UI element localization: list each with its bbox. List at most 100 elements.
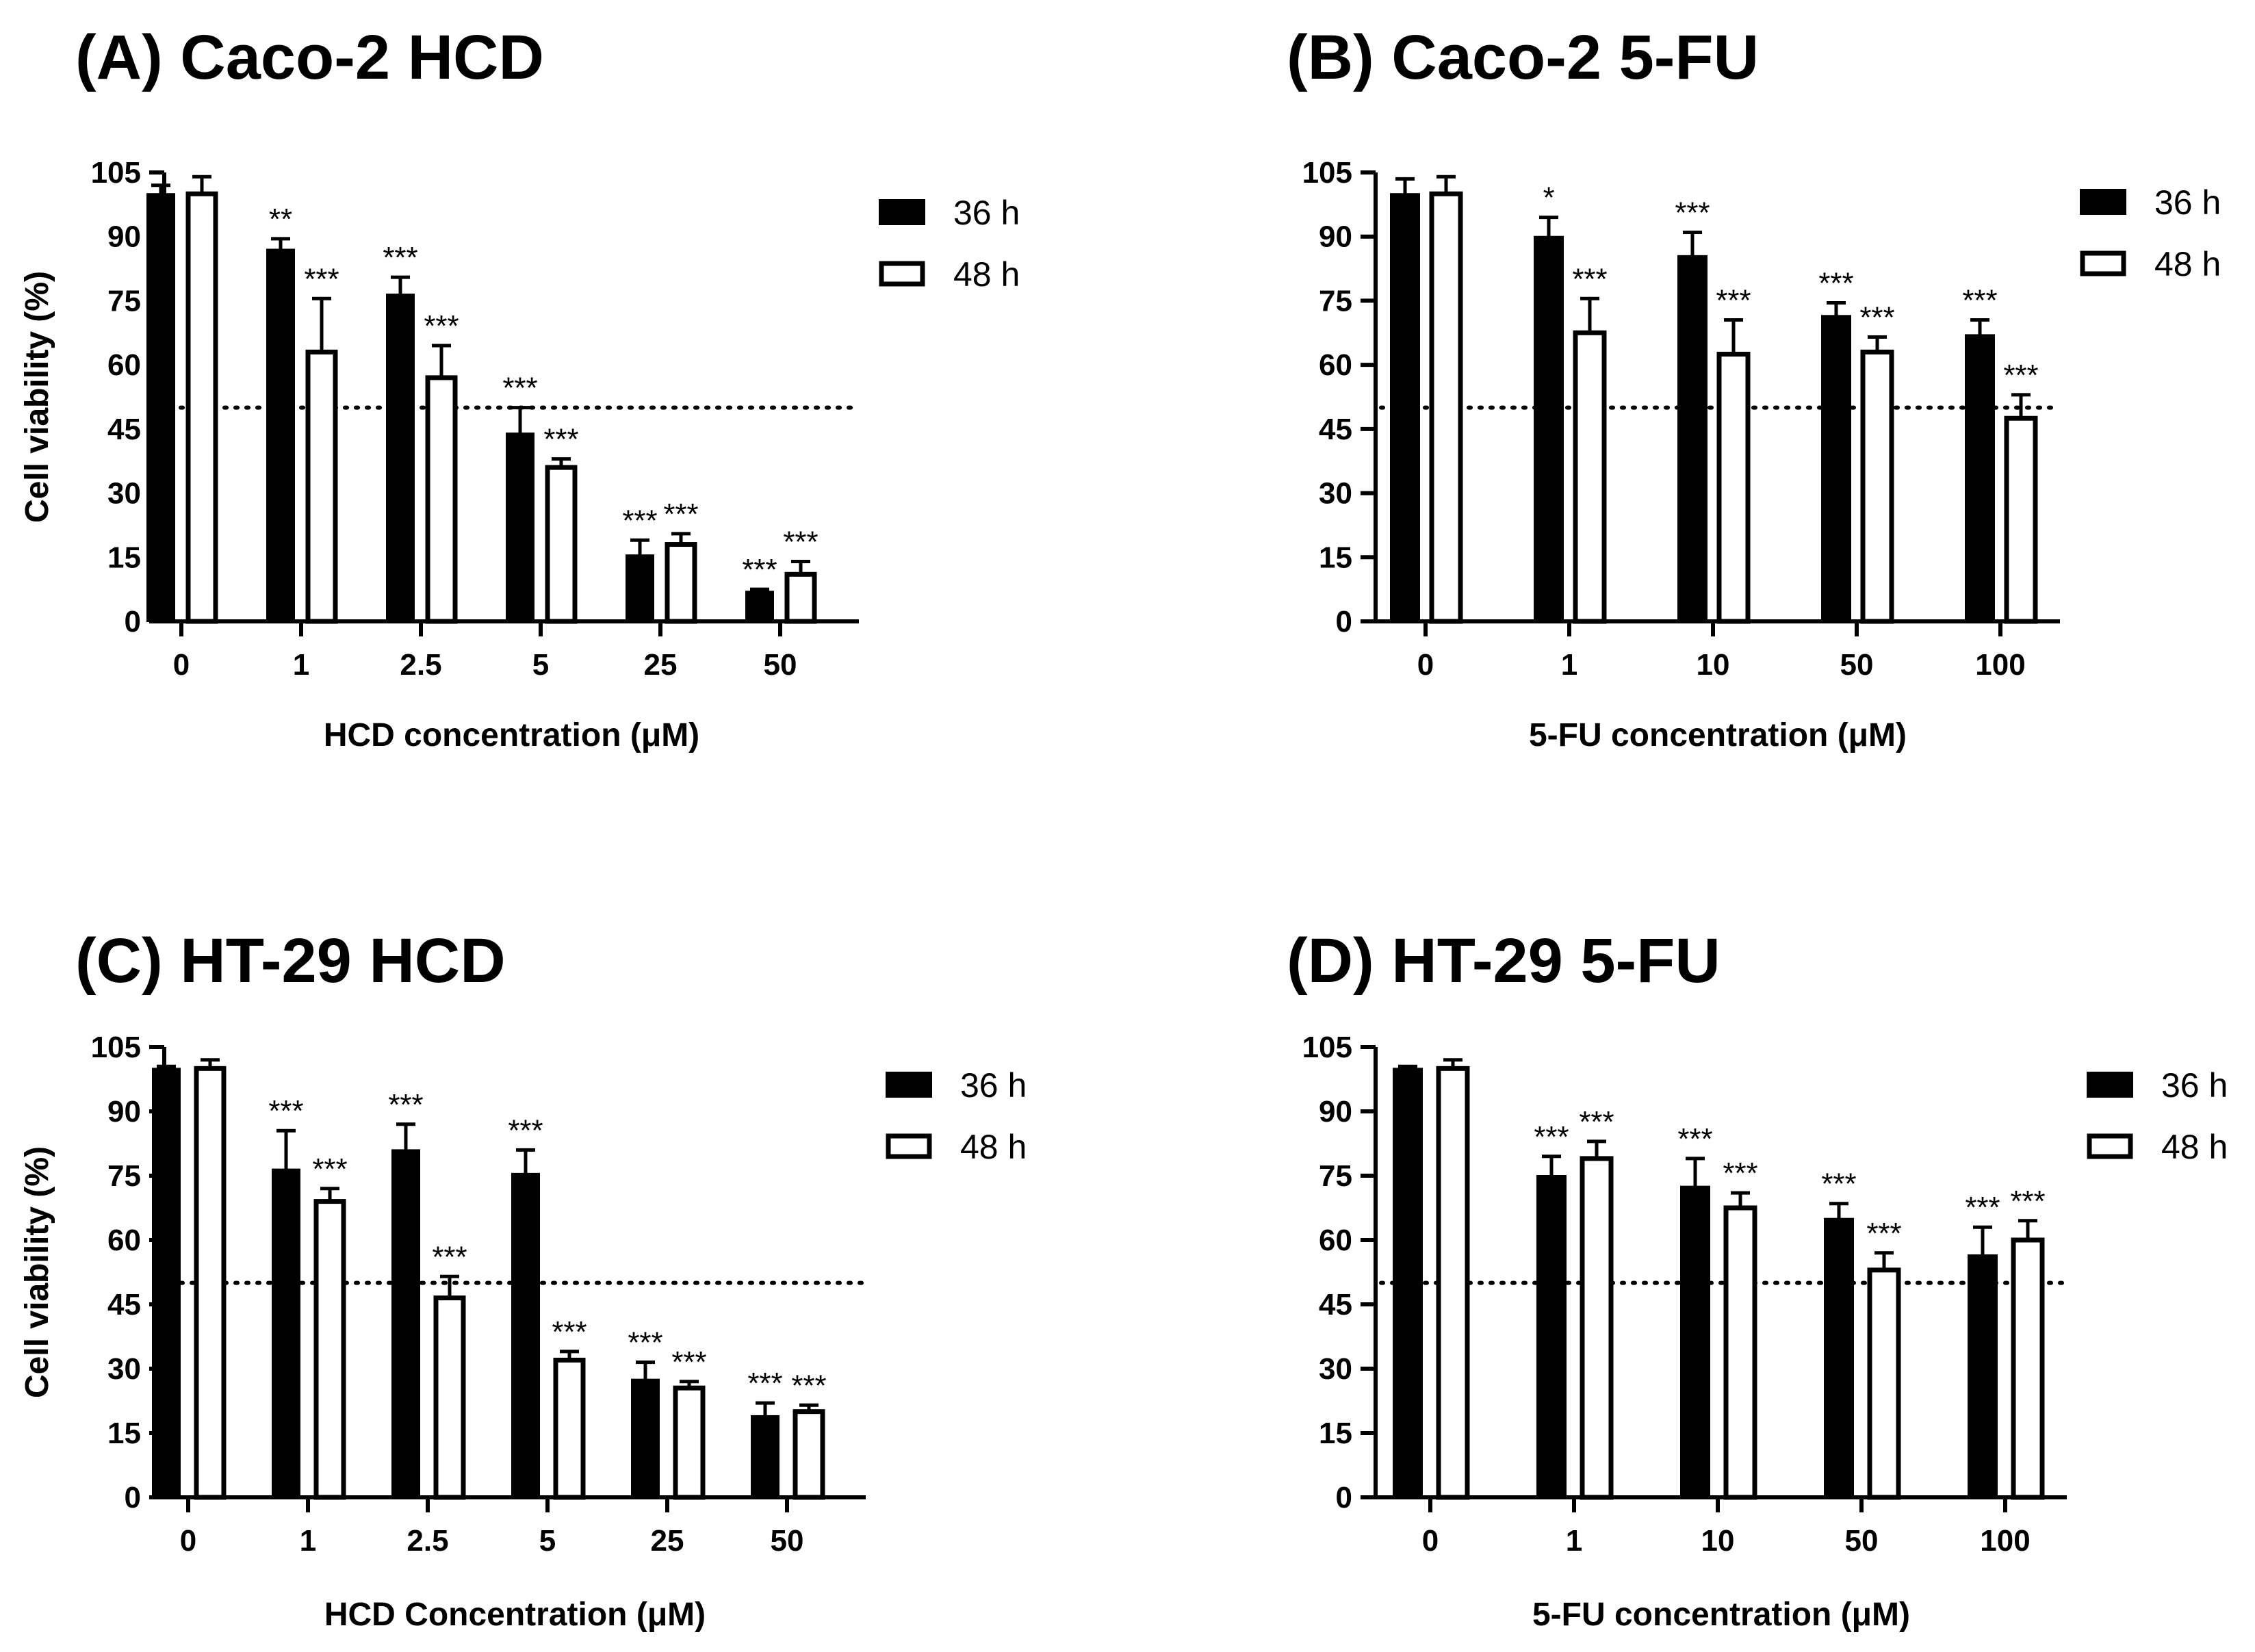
x-tick-label: 1 <box>300 1524 316 1558</box>
significance-label: *** <box>268 1094 303 1128</box>
y-tick-label: 90 <box>107 220 141 254</box>
bar-36h <box>1536 1175 1567 1498</box>
y-tick-label: 0 <box>125 1481 141 1514</box>
y-tick-label: 0 <box>1336 605 1352 638</box>
significance-label: *** <box>791 1369 826 1402</box>
bar-36h <box>631 1378 660 1498</box>
bar-48h <box>1723 1205 1757 1500</box>
y-tick-label: 30 <box>1319 1352 1352 1386</box>
significance-label: *** <box>622 504 657 537</box>
bar-48h <box>185 191 218 624</box>
x-tick-label: 0 <box>1422 1524 1439 1558</box>
significance-label: *** <box>543 423 578 456</box>
y-tick-label: 75 <box>107 1159 141 1193</box>
x-tick-label: 1 <box>1561 648 1577 682</box>
bar-48h <box>305 349 338 624</box>
significance-label: *** <box>747 1367 782 1400</box>
bar-36h <box>511 1172 540 1499</box>
bar-48h <box>1573 330 1607 624</box>
significance-label: *** <box>432 1240 467 1274</box>
significance-label: *** <box>312 1152 347 1186</box>
y-tick-label: 45 <box>107 1288 141 1321</box>
axes <box>162 172 859 623</box>
bar-48h <box>1436 1066 1470 1500</box>
x-tick-label: 1 <box>293 648 309 682</box>
bar-36h <box>1821 315 1851 622</box>
y-tick-label: 75 <box>1319 1159 1352 1193</box>
significance-label: *** <box>1866 1217 1901 1250</box>
bar-36h <box>506 433 534 622</box>
significance-label: *** <box>1859 301 1894 335</box>
significance-label: *** <box>628 1326 662 1360</box>
x-tick-label: 0 <box>180 1524 196 1558</box>
significance-label: *** <box>1716 284 1751 318</box>
bar-48h <box>425 375 458 624</box>
significance-label: * <box>1543 181 1554 215</box>
significance-label: *** <box>1723 1157 1757 1190</box>
y-axis-title: Cell viability (%) <box>19 271 55 523</box>
bar-48h <box>2004 415 2038 624</box>
significance-label: *** <box>1821 1167 1856 1201</box>
x-tick-label: 50 <box>1840 648 1874 682</box>
panel-title: (A) Caco-2 HCD <box>75 23 544 92</box>
bar-48h <box>1429 191 1463 624</box>
bar-36h <box>626 554 654 623</box>
x-tick-label: 50 <box>771 1524 804 1558</box>
panel-title: (C) HT-29 HCD <box>75 926 506 996</box>
bar-48h <box>1867 1267 1901 1500</box>
significance-label: *** <box>671 1345 706 1379</box>
bar-36h <box>1390 193 1420 622</box>
significance-label: *** <box>2003 359 2038 392</box>
x-tick-label: 50 <box>1845 1524 1879 1558</box>
panel-title: (B) Caco-2 5-FU <box>1287 23 1759 92</box>
legend-swatch-36h <box>2080 189 2126 215</box>
bar-36h <box>1824 1217 1854 1498</box>
axes <box>162 1047 866 1499</box>
x-tick-label: 1 <box>1566 1524 1582 1558</box>
legend-label: 36 h <box>2154 183 2221 222</box>
y-tick-label: 30 <box>107 1352 141 1386</box>
y-tick-label: 105 <box>91 156 141 190</box>
x-axis-title: HCD concentration (μM) <box>324 717 699 753</box>
y-tick-label: 45 <box>1319 413 1352 446</box>
bar-36h <box>745 591 774 622</box>
y-tick-label: 90 <box>1319 1095 1352 1128</box>
legend-label: 36 h <box>2161 1066 2228 1105</box>
significance-label: *** <box>2010 1185 2045 1218</box>
y-tick-label: 15 <box>107 1417 141 1450</box>
bar-36h <box>1680 1185 1710 1498</box>
significance-label: *** <box>1818 267 1853 300</box>
bar-48h <box>793 1409 825 1500</box>
significance-label: *** <box>383 241 417 274</box>
bar-48h <box>673 1385 706 1500</box>
significance-label: *** <box>304 262 339 296</box>
y-tick-label: 90 <box>107 1095 141 1128</box>
significance-label: *** <box>502 372 537 405</box>
y-tick-label: 105 <box>1302 156 1352 190</box>
significance-label: *** <box>1965 1191 2000 1224</box>
legend-swatch-36h <box>879 199 925 225</box>
bar-36h <box>1393 1068 1423 1499</box>
legend-swatch-48h <box>2080 250 2126 276</box>
y-tick-label: 105 <box>91 1031 141 1064</box>
bar-48h <box>1580 1156 1614 1500</box>
bar-36h <box>146 193 175 622</box>
y-tick-label: 30 <box>1319 477 1352 511</box>
bar-36h <box>1534 235 1564 622</box>
x-axis-title: 5-FU concentration (μM) <box>1529 717 1907 753</box>
significance-label: *** <box>1675 196 1710 229</box>
x-tick-label: 0 <box>173 648 190 682</box>
legend-swatch-48h <box>879 261 925 287</box>
x-tick-label: 100 <box>1980 1524 2030 1558</box>
legend-label: 48 h <box>2154 245 2221 283</box>
y-tick-label: 60 <box>1319 348 1352 382</box>
x-tick-label: 2.5 <box>407 1524 448 1558</box>
bar-48h <box>433 1295 466 1500</box>
significance-label: *** <box>663 498 698 531</box>
bar-36h <box>391 1149 420 1499</box>
significance-label: *** <box>1534 1120 1569 1154</box>
legend-swatch-48h <box>2087 1133 2133 1159</box>
bar-48h <box>665 542 697 624</box>
panel-title: (D) HT-29 5-FU <box>1287 926 1721 996</box>
x-tick-label: 25 <box>644 648 678 682</box>
